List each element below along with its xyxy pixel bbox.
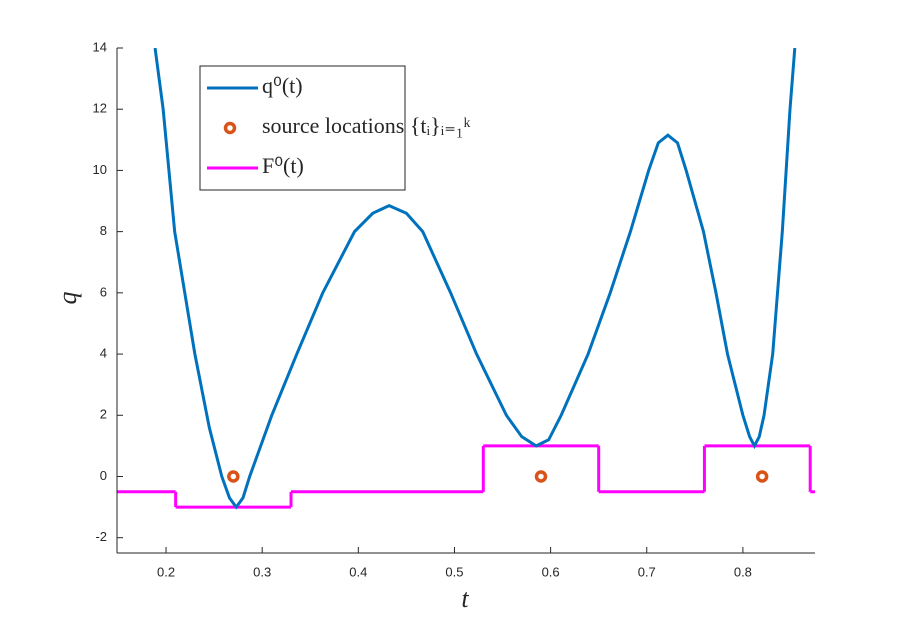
x-tick-label: 0.4	[349, 564, 367, 579]
x-tick-label: 0.6	[542, 564, 560, 579]
curve	[153, 48, 797, 510]
source-marker	[755, 470, 769, 483]
source-marker	[227, 470, 240, 483]
legend-label: q⁰(t)	[262, 73, 303, 98]
y-tick-label: 6	[100, 284, 107, 299]
y-tick-label: 10	[93, 162, 107, 177]
y-tick-label: -2	[95, 529, 107, 544]
source-marker	[534, 470, 548, 483]
legend-marker	[223, 121, 237, 135]
x-tick-label: 0.3	[253, 564, 271, 579]
y-tick-label: 4	[100, 345, 107, 360]
x-tick-label: 0.8	[734, 564, 752, 579]
x-tick-label: 0.5	[445, 564, 463, 579]
x-axis-label: t	[461, 584, 469, 613]
y-tick-label: 8	[100, 223, 107, 238]
x-tick-label: 0.7	[638, 564, 656, 579]
y-tick-label: 0	[100, 468, 107, 483]
y-tick-label: 2	[100, 407, 107, 422]
x-tick-label: 0.2	[157, 564, 175, 579]
plot-area	[117, 48, 815, 510]
y-tick-label: 12	[93, 101, 107, 116]
y-axis-label: q	[53, 292, 82, 305]
y-tick-label: 14	[93, 39, 107, 54]
legend-label: F⁰(t)	[262, 153, 304, 178]
legend-label: source locations {tᵢ}ᵢ₌₁ᵏ	[262, 113, 471, 138]
